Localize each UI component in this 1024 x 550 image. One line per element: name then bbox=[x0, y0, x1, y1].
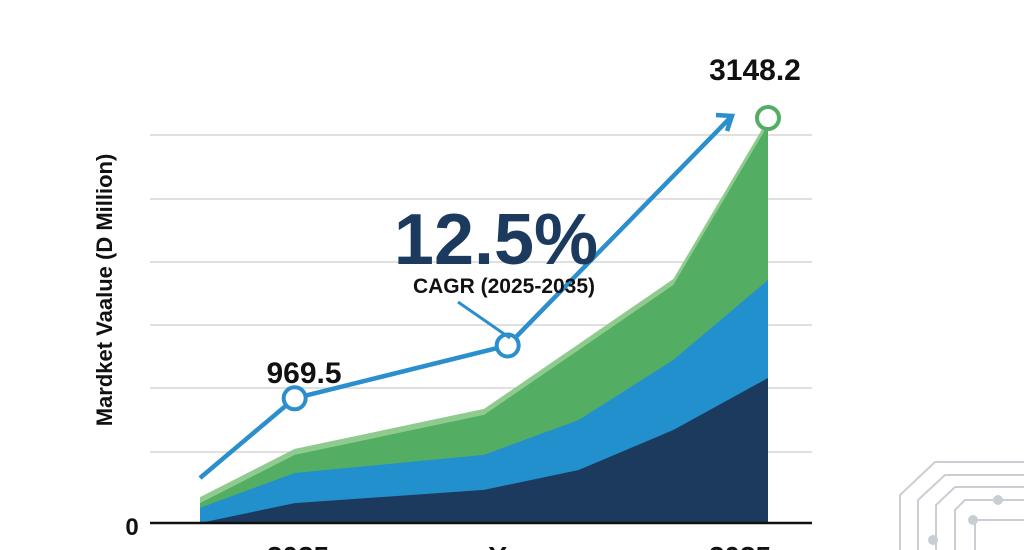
x-tick-2035: 2035 bbox=[709, 541, 771, 550]
trend-arrowhead bbox=[715, 112, 736, 132]
cagr-pointer bbox=[457, 300, 511, 340]
end-value-label: 3148.2 bbox=[709, 54, 801, 87]
cagr-value: 12.5% bbox=[394, 200, 598, 280]
area-series-1 bbox=[200, 378, 768, 523]
circuit-decoration bbox=[899, 461, 1024, 550]
trend-marker-1 bbox=[281, 385, 308, 412]
trend-marker-3 bbox=[755, 105, 781, 131]
trend-marker-2 bbox=[494, 332, 521, 359]
trend-line bbox=[198, 116, 732, 480]
x-tick-2025: 2025 bbox=[267, 541, 329, 550]
start-value-label: 969.5 bbox=[266, 357, 341, 390]
cagr-label: CAGR (2025-2035) bbox=[413, 275, 595, 298]
y-tick-0: 0 bbox=[125, 514, 138, 541]
x-axis-label: Year bbox=[488, 541, 547, 550]
y-axis-label: Mardket Vaalue (D Million) bbox=[92, 154, 117, 427]
